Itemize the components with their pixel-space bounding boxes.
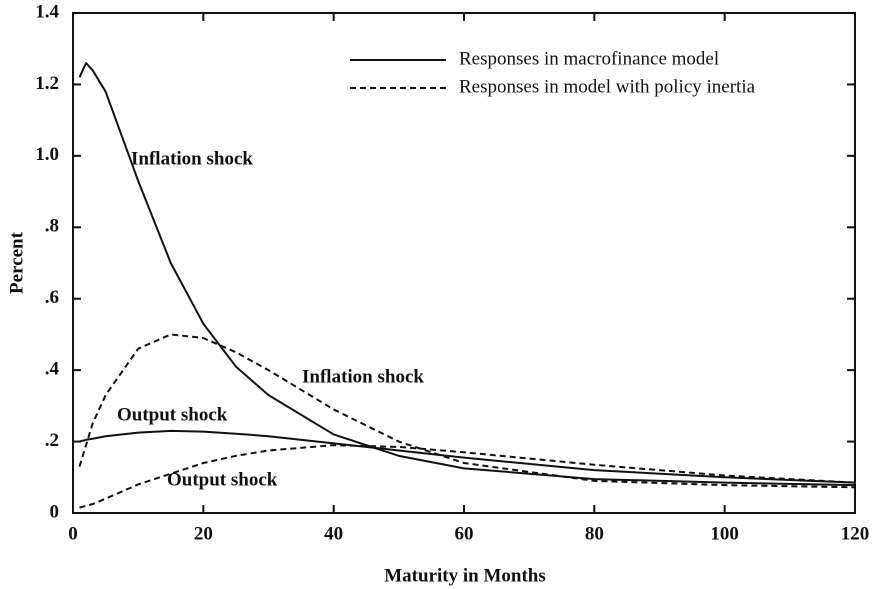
y-tick-label: .4 <box>45 359 60 380</box>
line <box>79 429 856 484</box>
x-tick-label: 100 <box>710 523 739 544</box>
line <box>78 62 856 487</box>
y-tick-label: .8 <box>45 216 59 237</box>
x-tick-label: 60 <box>455 523 474 544</box>
x-tick-label: 80 <box>585 523 604 544</box>
y-tick-label: .6 <box>45 287 59 308</box>
line-annotation: Inflation shock <box>302 366 424 387</box>
line-annotation: Output shock <box>117 404 228 425</box>
y-tick-label: 0 <box>50 501 60 522</box>
x-tick-label: 0 <box>68 523 78 544</box>
x-tick-label: 40 <box>324 523 343 544</box>
legend-label: Responses in macrofinance model <box>459 48 719 69</box>
y-axis-label: Percent <box>6 231 27 294</box>
x-tick-label: 120 <box>841 523 870 544</box>
line-annotation: Inflation shock <box>131 148 253 169</box>
y-tick-label: 1.0 <box>35 144 59 165</box>
x-axis-label: Maturity in Months <box>384 565 546 586</box>
legend-label: Responses in model with policy inertia <box>459 76 756 97</box>
y-tick-label: 1.2 <box>35 73 59 94</box>
line <box>79 444 856 509</box>
y-tick-label: 1.4 <box>35 1 59 22</box>
line-annotation: Output shock <box>167 469 278 490</box>
y-tick-label: .2 <box>45 430 59 451</box>
line <box>78 333 856 489</box>
x-tick-label: 20 <box>194 523 213 544</box>
